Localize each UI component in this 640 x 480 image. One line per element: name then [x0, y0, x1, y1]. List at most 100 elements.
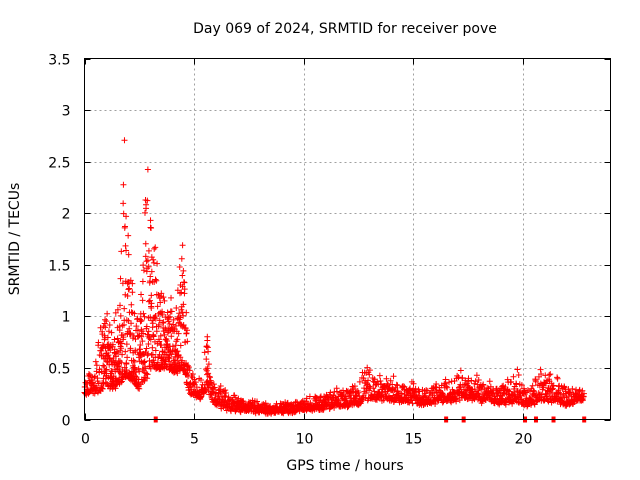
data-point — [111, 317, 118, 324]
y-tick-label: 2 — [62, 207, 71, 223]
data-point — [174, 370, 181, 377]
y-tick-label: 1 — [62, 310, 71, 326]
data-point — [217, 382, 224, 389]
data-point — [292, 398, 299, 405]
data-point — [108, 368, 115, 375]
data-point — [254, 398, 261, 405]
data-point — [137, 342, 144, 349]
data-point — [198, 377, 205, 384]
data-point — [116, 363, 123, 370]
data-point — [472, 378, 479, 385]
data-point — [510, 373, 517, 380]
data-point — [163, 364, 170, 371]
data-point — [148, 225, 155, 232]
data-point — [410, 380, 417, 387]
data-point — [168, 324, 175, 331]
data-point — [376, 372, 383, 379]
data-point — [394, 382, 401, 389]
data-point — [151, 245, 158, 252]
data-point — [142, 365, 149, 372]
data-point — [143, 370, 150, 377]
y-tick-label: 0.5 — [48, 362, 70, 378]
y-tick-label: 2.5 — [48, 156, 70, 172]
x-tick-label: 20 — [515, 432, 533, 448]
data-point — [147, 217, 154, 224]
data-point — [169, 343, 176, 350]
data-point — [148, 254, 155, 261]
data-point — [145, 340, 152, 347]
data-point — [117, 312, 124, 319]
data-point — [531, 401, 538, 408]
data-point — [155, 321, 162, 328]
data-point — [168, 333, 175, 340]
data-point — [140, 359, 147, 366]
data-point — [303, 398, 310, 405]
data-point — [144, 371, 151, 378]
data-point — [140, 262, 147, 269]
data-point — [131, 310, 138, 317]
data-point — [104, 310, 111, 317]
data-point — [184, 327, 191, 334]
data-point — [133, 366, 140, 373]
data-point — [306, 393, 313, 400]
data-point — [118, 378, 125, 385]
data-point — [114, 335, 121, 342]
data-point — [123, 213, 130, 220]
data-point — [158, 342, 165, 349]
data-point — [444, 384, 451, 391]
data-point — [147, 365, 154, 372]
data-point — [303, 395, 310, 402]
data-point — [580, 390, 587, 397]
data-point — [133, 323, 140, 330]
data-point — [168, 308, 175, 315]
data-point — [102, 324, 109, 331]
data-point — [179, 242, 186, 249]
data-point — [129, 289, 136, 296]
data-point — [179, 272, 186, 279]
data-point — [178, 289, 185, 296]
x-tick-label: 10 — [296, 432, 314, 448]
data-point — [105, 328, 112, 335]
data-point — [158, 290, 165, 297]
data-point — [175, 330, 182, 337]
data-point — [557, 390, 564, 397]
data-point — [210, 381, 217, 388]
data-point — [166, 355, 173, 362]
data-point — [140, 310, 147, 317]
data-point — [118, 248, 125, 255]
data-point — [140, 330, 147, 337]
data-point — [457, 367, 464, 374]
data-point — [123, 247, 130, 254]
data-point — [205, 348, 212, 355]
data-point — [141, 313, 148, 320]
data-point — [126, 285, 133, 292]
data-point — [518, 382, 525, 389]
data-point — [120, 334, 127, 341]
data-point — [104, 334, 111, 341]
data-point — [165, 358, 172, 365]
data-point — [423, 387, 430, 394]
data-point — [146, 297, 153, 304]
data-point — [532, 378, 539, 385]
data-point — [317, 394, 324, 401]
data-point — [132, 336, 139, 343]
data-point — [144, 197, 151, 204]
data-point — [211, 384, 218, 391]
data-point — [555, 389, 562, 396]
data-point — [115, 339, 122, 346]
data-point — [154, 303, 161, 310]
data-point — [132, 348, 139, 355]
data-point — [121, 137, 128, 144]
data-point — [222, 393, 229, 400]
data-point — [191, 376, 198, 383]
data-point — [176, 310, 183, 317]
data-point — [468, 377, 475, 384]
data-point — [142, 240, 149, 247]
data-point — [508, 378, 515, 385]
data-point — [143, 345, 150, 352]
data-point — [118, 379, 125, 386]
data-point — [139, 297, 146, 304]
data-point — [157, 299, 164, 306]
data-point — [438, 382, 445, 389]
